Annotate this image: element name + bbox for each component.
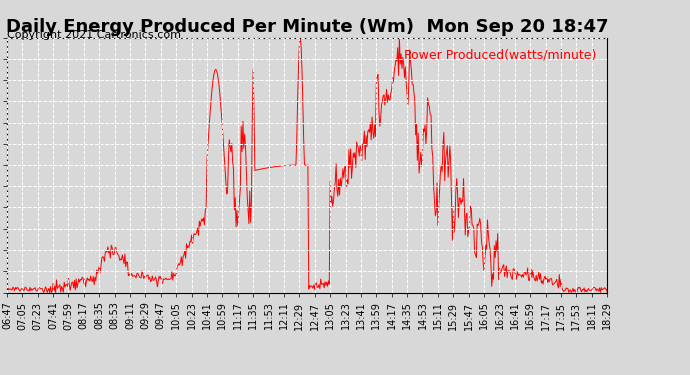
Power Produced(watts/minute) xyxy=(296,35,304,40)
Power Produced(watts/minute) xyxy=(603,290,611,294)
Line: Power Produced(watts/minute): Power Produced(watts/minute) xyxy=(7,38,607,292)
Power Produced(watts/minute) xyxy=(48,289,57,294)
Power Produced(watts/minute) xyxy=(424,96,432,100)
Power Produced(watts/minute) xyxy=(39,290,48,295)
Power Produced(watts/minute) xyxy=(575,286,583,290)
Power Produced(watts/minute) xyxy=(282,163,290,168)
Power Produced(watts/minute) xyxy=(3,286,11,291)
Text: Copyright 2021 Cartronics.com: Copyright 2021 Cartronics.com xyxy=(7,30,181,39)
Power Produced(watts/minute) xyxy=(223,192,231,196)
Legend: Power Produced(watts/minute): Power Produced(watts/minute) xyxy=(399,44,601,67)
Title: Daily Energy Produced Per Minute (Wm)  Mon Sep 20 18:47: Daily Energy Produced Per Minute (Wm) Mo… xyxy=(6,18,609,36)
Power Produced(watts/minute) xyxy=(139,276,148,281)
